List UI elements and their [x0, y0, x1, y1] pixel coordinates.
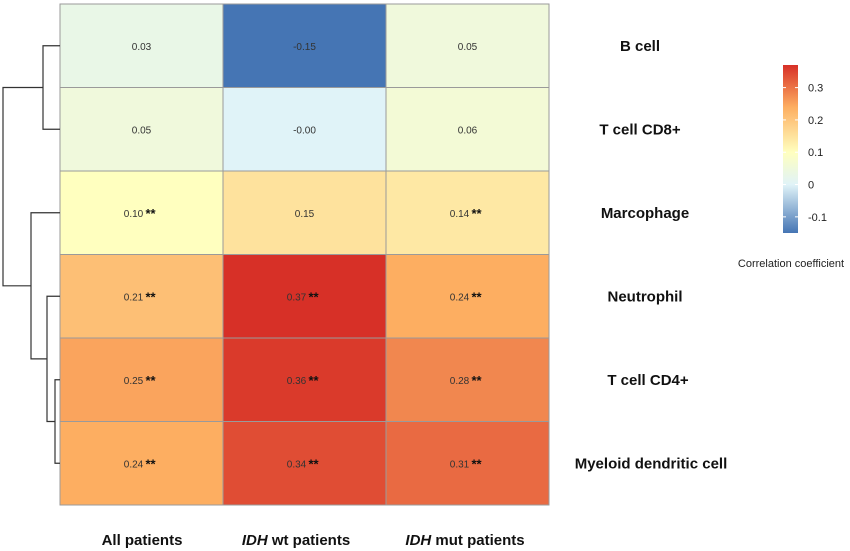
cell-value-label: 0.37 [287, 292, 307, 303]
heatmap-cells: 0.03 -0.15 0.050.05 -0.00 0.060.10 ** 0.15 0.14… [59, 3, 550, 506]
heatmap-cell [222, 170, 387, 255]
heatmap-cell [222, 337, 387, 422]
column-label: IDH wt patients [242, 532, 350, 549]
cell-value-label: 0.05 [132, 125, 152, 136]
heatmap-cell [59, 254, 224, 339]
column-label-text: mut patients [431, 532, 524, 549]
heatmap-cell [59, 337, 224, 422]
cell-value-label: 0.34 [287, 459, 307, 470]
column-label: IDH mut patients [405, 532, 524, 549]
cell-value-label: -0.15 [293, 42, 316, 53]
heatmap-cell [59, 87, 224, 172]
heatmap-cell [59, 3, 224, 88]
row-label: T cell CD4+ [607, 372, 689, 389]
cell-value-label: 0.36 [287, 376, 307, 387]
column-label-text: wt patients [268, 532, 351, 549]
column-label-italic: IDH [242, 532, 269, 549]
dendrogram-branch [46, 295, 60, 423]
colorbar-tick-label: 0.2 [808, 115, 823, 127]
column-label-text: All patients [102, 532, 183, 549]
cell-value-label: 0.24 [124, 459, 144, 470]
significance-marker: ** [146, 456, 157, 471]
cell-value-label: 0.06 [458, 125, 478, 136]
colorbar-tick-label: 0 [808, 180, 814, 192]
column-label-italic: IDH [405, 532, 432, 549]
column-labels: All patients IDH wt patients IDH mut patie… [102, 532, 525, 549]
row-label: T cell CD8+ [599, 121, 681, 138]
cell-value-label: 0.03 [132, 42, 152, 53]
significance-marker: ** [146, 289, 157, 304]
colorbar-gradient [783, 65, 798, 233]
cell-value-label: -0.00 [293, 125, 316, 136]
significance-marker: ** [309, 289, 320, 304]
dendrogram-branch [30, 212, 60, 360]
heatmap-cell [222, 87, 387, 172]
heatmap-cell [385, 3, 550, 88]
dendrogram-branch [54, 379, 60, 464]
row-dendrogram [2, 45, 60, 464]
significance-marker: ** [309, 456, 320, 471]
cell-value-label: 0.10 [124, 209, 144, 220]
colorbar-tick-label: 0.1 [808, 147, 823, 159]
colorbar-title: Correlation coefficient [738, 258, 844, 270]
colorbar-tick-label: 0.3 [808, 83, 823, 95]
dendrogram-branch [2, 86, 43, 287]
heatmap-cell [385, 87, 550, 172]
significance-marker: ** [472, 289, 483, 304]
cell-value-label: 0.15 [295, 209, 315, 220]
heatmap-cell [222, 421, 387, 506]
cell-value-label: 0.24 [450, 292, 470, 303]
cell-value-label: 0.31 [450, 459, 470, 470]
cell-value-label: 0.28 [450, 376, 470, 387]
colorbar-tick-label: -0.1 [808, 212, 827, 224]
cell-value-label: 0.14 [450, 209, 470, 220]
row-label: Neutrophil [608, 288, 683, 305]
heatmap-cell [385, 421, 550, 506]
significance-marker: ** [472, 456, 483, 471]
heatmap-cell [222, 3, 387, 88]
cell-value-label: 0.05 [458, 42, 478, 53]
significance-marker: ** [146, 373, 157, 388]
significance-marker: ** [309, 373, 320, 388]
significance-marker: ** [472, 373, 483, 388]
heatmap-cell [385, 337, 550, 422]
row-labels: B cell T cell CD8+ Marcophage Neutrophil T c… [575, 38, 728, 473]
row-label: Marcophage [601, 205, 689, 222]
cell-value-label: 0.21 [124, 292, 144, 303]
column-label: All patients [102, 532, 183, 549]
dendrogram-branch [42, 45, 60, 130]
significance-marker: ** [146, 206, 157, 221]
significance-marker: ** [472, 206, 483, 221]
colorbar-legend: -0.1 0 0.1 0.2 0.3 Correlation coefficient [738, 65, 844, 270]
cell-value-label: 0.25 [124, 376, 144, 387]
row-label: Myeloid dendritic cell [575, 455, 728, 472]
row-label: B cell [620, 38, 660, 55]
heatmap-cell [385, 254, 550, 339]
